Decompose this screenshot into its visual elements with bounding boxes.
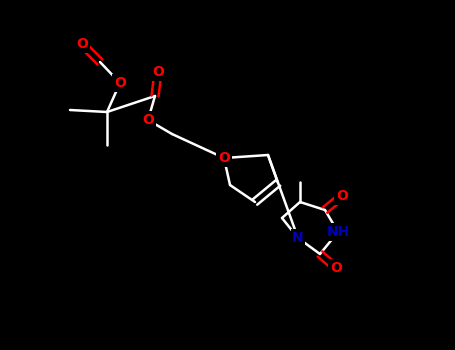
Text: O: O — [336, 189, 348, 203]
Text: O: O — [152, 65, 164, 79]
Text: O: O — [114, 76, 126, 90]
Text: N: N — [292, 231, 304, 245]
Text: O: O — [218, 151, 230, 165]
Text: O: O — [76, 37, 88, 51]
Text: O: O — [142, 113, 154, 127]
Text: NH: NH — [326, 225, 349, 239]
Text: O: O — [330, 261, 342, 275]
